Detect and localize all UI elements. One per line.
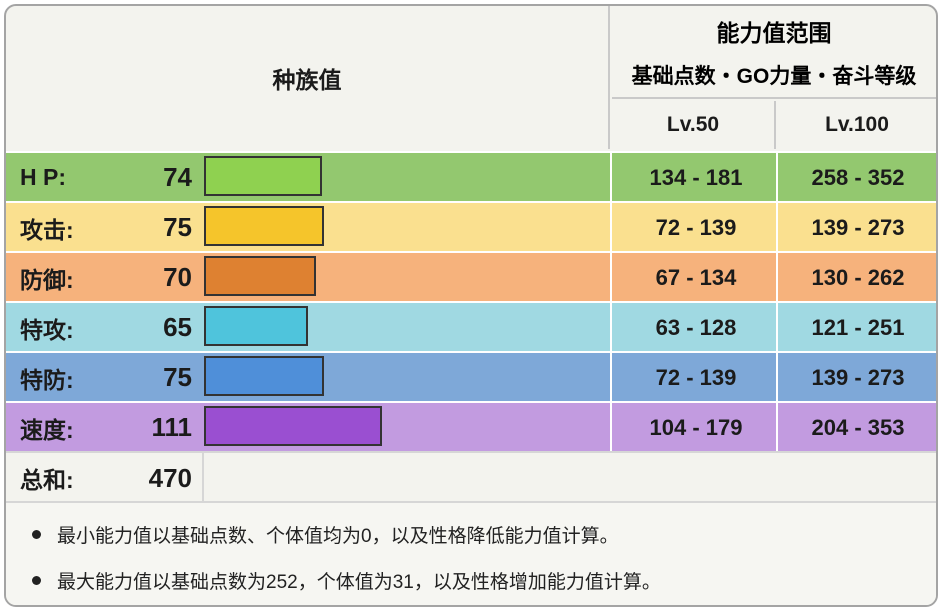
lv100-range: 139 - 273 xyxy=(776,203,936,252)
lv100-range: 258 - 352 xyxy=(776,153,936,202)
lv100-range: 204 - 353 xyxy=(776,403,936,452)
notes-section: 最小能力值以基础点数、个体值均为0，以及性格降低能力值计算。 最大能力值以基础点… xyxy=(6,501,936,605)
base-stats-table: 种族值 能力值范围 基础点数・GO力量・奋斗等级 Lv.50 Lv.100 H … xyxy=(4,4,938,607)
stat-bar xyxy=(204,306,308,346)
lv50-range: 72 - 139 xyxy=(610,203,780,252)
stat-bar xyxy=(204,406,382,446)
stat-label: 特攻: xyxy=(20,316,74,343)
stat-label: 速度: xyxy=(20,416,74,443)
stat-row-sp-defense: 特防: 75 72 - 139 139 - 273 xyxy=(6,351,936,402)
stat-value: 75 xyxy=(163,212,192,242)
stat-row-attack: 攻击: 75 72 - 139 139 - 273 xyxy=(6,201,936,252)
stat-label: 特防: xyxy=(20,366,74,393)
bullet-icon xyxy=(32,576,41,585)
stat-label: H P: xyxy=(20,164,66,190)
stat-value: 111 xyxy=(151,412,192,442)
stat-range-title: 能力值范围 xyxy=(716,19,832,46)
stat-label: 攻击: xyxy=(20,216,74,243)
stat-range-subtitle: 基础点数・GO力量・奋斗等级 xyxy=(631,64,917,88)
lv50-range: 104 - 179 xyxy=(610,403,780,452)
lv100-range: 130 - 262 xyxy=(776,253,936,302)
total-value: 470 xyxy=(148,462,192,493)
bullet-icon xyxy=(32,530,41,539)
stat-label: 防御: xyxy=(20,266,74,293)
stat-bar xyxy=(204,356,324,396)
note-item-max: 最大能力值以基础点数为252，个体值为31，以及性格增加能力值计算。 xyxy=(32,567,661,594)
stat-range-header: 能力值范围 基础点数・GO力量・奋斗等级 xyxy=(612,6,936,99)
stat-bar xyxy=(204,256,316,296)
lv100-range: 139 - 273 xyxy=(776,353,936,402)
total-row: 总和: 470 xyxy=(6,451,936,503)
base-stats-header: 种族值 xyxy=(6,6,610,149)
total-label: 总和: xyxy=(20,467,74,493)
total-divider xyxy=(202,453,204,503)
note-text: 最大能力值以基础点数为252，个体值为31，以及性格增加能力值计算。 xyxy=(57,572,661,593)
lv100-header: Lv.100 xyxy=(825,113,889,136)
lv50-range: 63 - 128 xyxy=(610,303,780,352)
lv50-range: 134 - 181 xyxy=(610,153,780,202)
lv50-range: 67 - 134 xyxy=(610,253,780,302)
stat-bar xyxy=(204,156,322,196)
stat-row-sp-attack: 特攻: 65 63 - 128 121 - 251 xyxy=(6,301,936,352)
note-item-min: 最小能力值以基础点数、个体值均为0，以及性格降低能力值计算。 xyxy=(32,521,619,548)
stat-bar xyxy=(204,206,324,246)
note-text: 最小能力值以基础点数、个体值均为0，以及性格降低能力值计算。 xyxy=(57,526,619,547)
lv50-header: Lv.50 xyxy=(612,101,776,149)
lv100-range: 121 - 251 xyxy=(776,303,936,352)
stat-value: 65 xyxy=(163,312,192,342)
stat-row-hp: H P: 74 134 - 181 258 - 352 xyxy=(6,151,936,202)
stat-row-defense: 防御: 70 67 - 134 130 - 262 xyxy=(6,251,936,302)
stat-value: 74 xyxy=(163,162,192,192)
stat-value: 70 xyxy=(163,262,192,292)
lv50-range: 72 - 139 xyxy=(610,353,780,402)
stat-row-speed: 速度: 111 104 - 179 204 - 353 xyxy=(6,401,936,452)
stat-value: 75 xyxy=(163,362,192,392)
